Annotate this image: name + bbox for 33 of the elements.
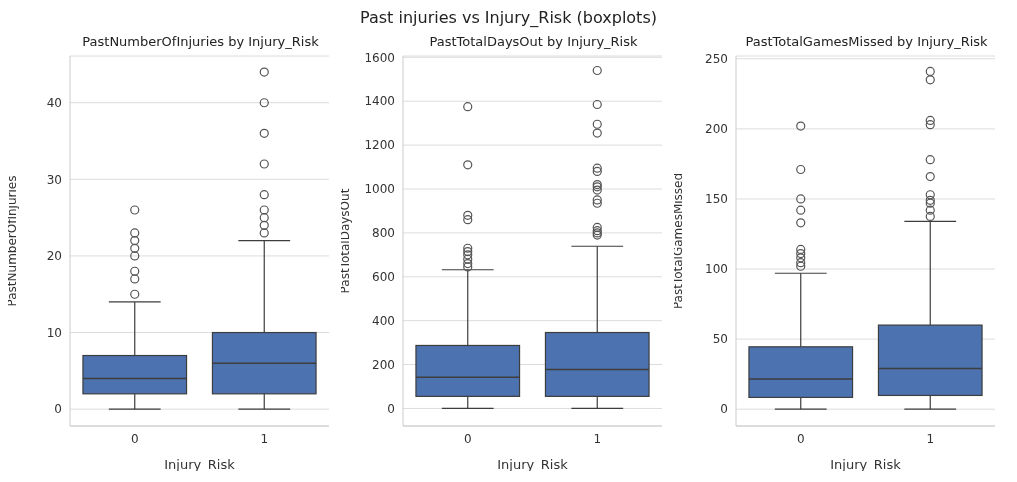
y-tick-label: 150 bbox=[705, 192, 728, 207]
y-tick-label: 50 bbox=[712, 332, 728, 347]
y-tick-label: 0 bbox=[54, 402, 62, 417]
y-tick-label: 400 bbox=[372, 313, 395, 328]
y-tick-label: 0 bbox=[387, 401, 395, 416]
y-tick-label: 1200 bbox=[364, 138, 395, 153]
y-tick-label: 40 bbox=[46, 95, 62, 110]
y-tick-label: 0 bbox=[720, 402, 728, 417]
y-tick-label: 100 bbox=[705, 262, 728, 277]
x-tick-label: 0 bbox=[463, 431, 472, 446]
x-tick-label: 0 bbox=[130, 431, 139, 446]
y-axis-title: PastTotalDaysOut bbox=[338, 188, 353, 294]
x-tick-label: 1 bbox=[926, 431, 935, 446]
y-tick-label: 1400 bbox=[364, 94, 395, 109]
y-axis-title: PastNumberOfInjuries bbox=[5, 175, 20, 307]
y-tick-label: 20 bbox=[46, 249, 62, 264]
x-tick-label: 0 bbox=[796, 431, 805, 446]
y-tick-label: 200 bbox=[705, 122, 728, 137]
y-axis-title: PastTotalGamesMissed bbox=[671, 172, 686, 310]
y-tick-label: 1600 bbox=[364, 50, 395, 65]
y-tick-label: 200 bbox=[372, 357, 395, 372]
y-tick-label: 30 bbox=[46, 172, 62, 187]
chart-title: PastTotalDaysOut by Injury_Risk bbox=[428, 34, 639, 51]
chart-title: PastTotalGamesMissed by Injury_Risk bbox=[744, 34, 989, 51]
text: Past injuries vs Injury_Risk (boxplots) bbox=[359, 8, 658, 29]
y-tick-label: 10 bbox=[46, 325, 62, 340]
y-tick-label: 250 bbox=[705, 52, 728, 67]
x-tick-label: 1 bbox=[593, 431, 602, 446]
chart-title: PastNumberOfInjuries by Injury_Risk bbox=[81, 34, 320, 51]
x-tick-label: 1 bbox=[260, 431, 269, 446]
y-tick-label: 600 bbox=[372, 270, 395, 285]
y-tick-label: 800 bbox=[372, 226, 395, 241]
y-tick-label: 1000 bbox=[364, 182, 395, 197]
